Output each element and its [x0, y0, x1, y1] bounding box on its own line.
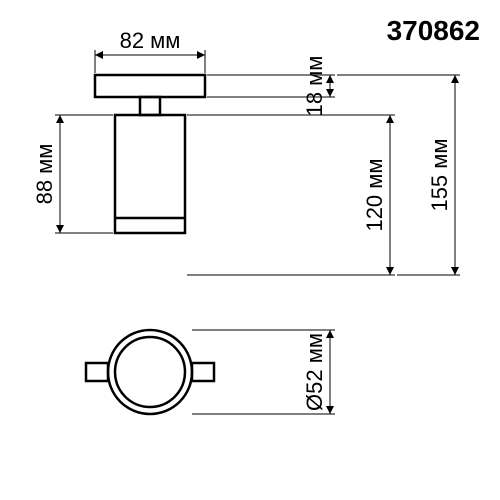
part-number: 370862 — [387, 15, 480, 46]
svg-text:Ø52 мм: Ø52 мм — [302, 333, 327, 411]
dim-155: 155 мм — [337, 75, 460, 275]
technical-drawing: 370862 82 мм 18 мм 88 мм 120 мм — [0, 0, 500, 500]
svg-text:155 мм: 155 мм — [427, 138, 452, 211]
svg-text:82 мм: 82 мм — [120, 28, 181, 53]
svg-text:88 мм: 88 мм — [32, 144, 57, 205]
dim-120: 120 мм — [187, 115, 395, 275]
side-view — [95, 75, 205, 233]
dim-18: 18 мм — [207, 56, 335, 117]
dim-88: 88 мм — [32, 115, 113, 233]
svg-text:120 мм: 120 мм — [362, 158, 387, 231]
dim-width-top: 82 мм — [95, 28, 205, 73]
bottom-view — [86, 330, 214, 414]
svg-text:18 мм: 18 мм — [302, 56, 327, 117]
